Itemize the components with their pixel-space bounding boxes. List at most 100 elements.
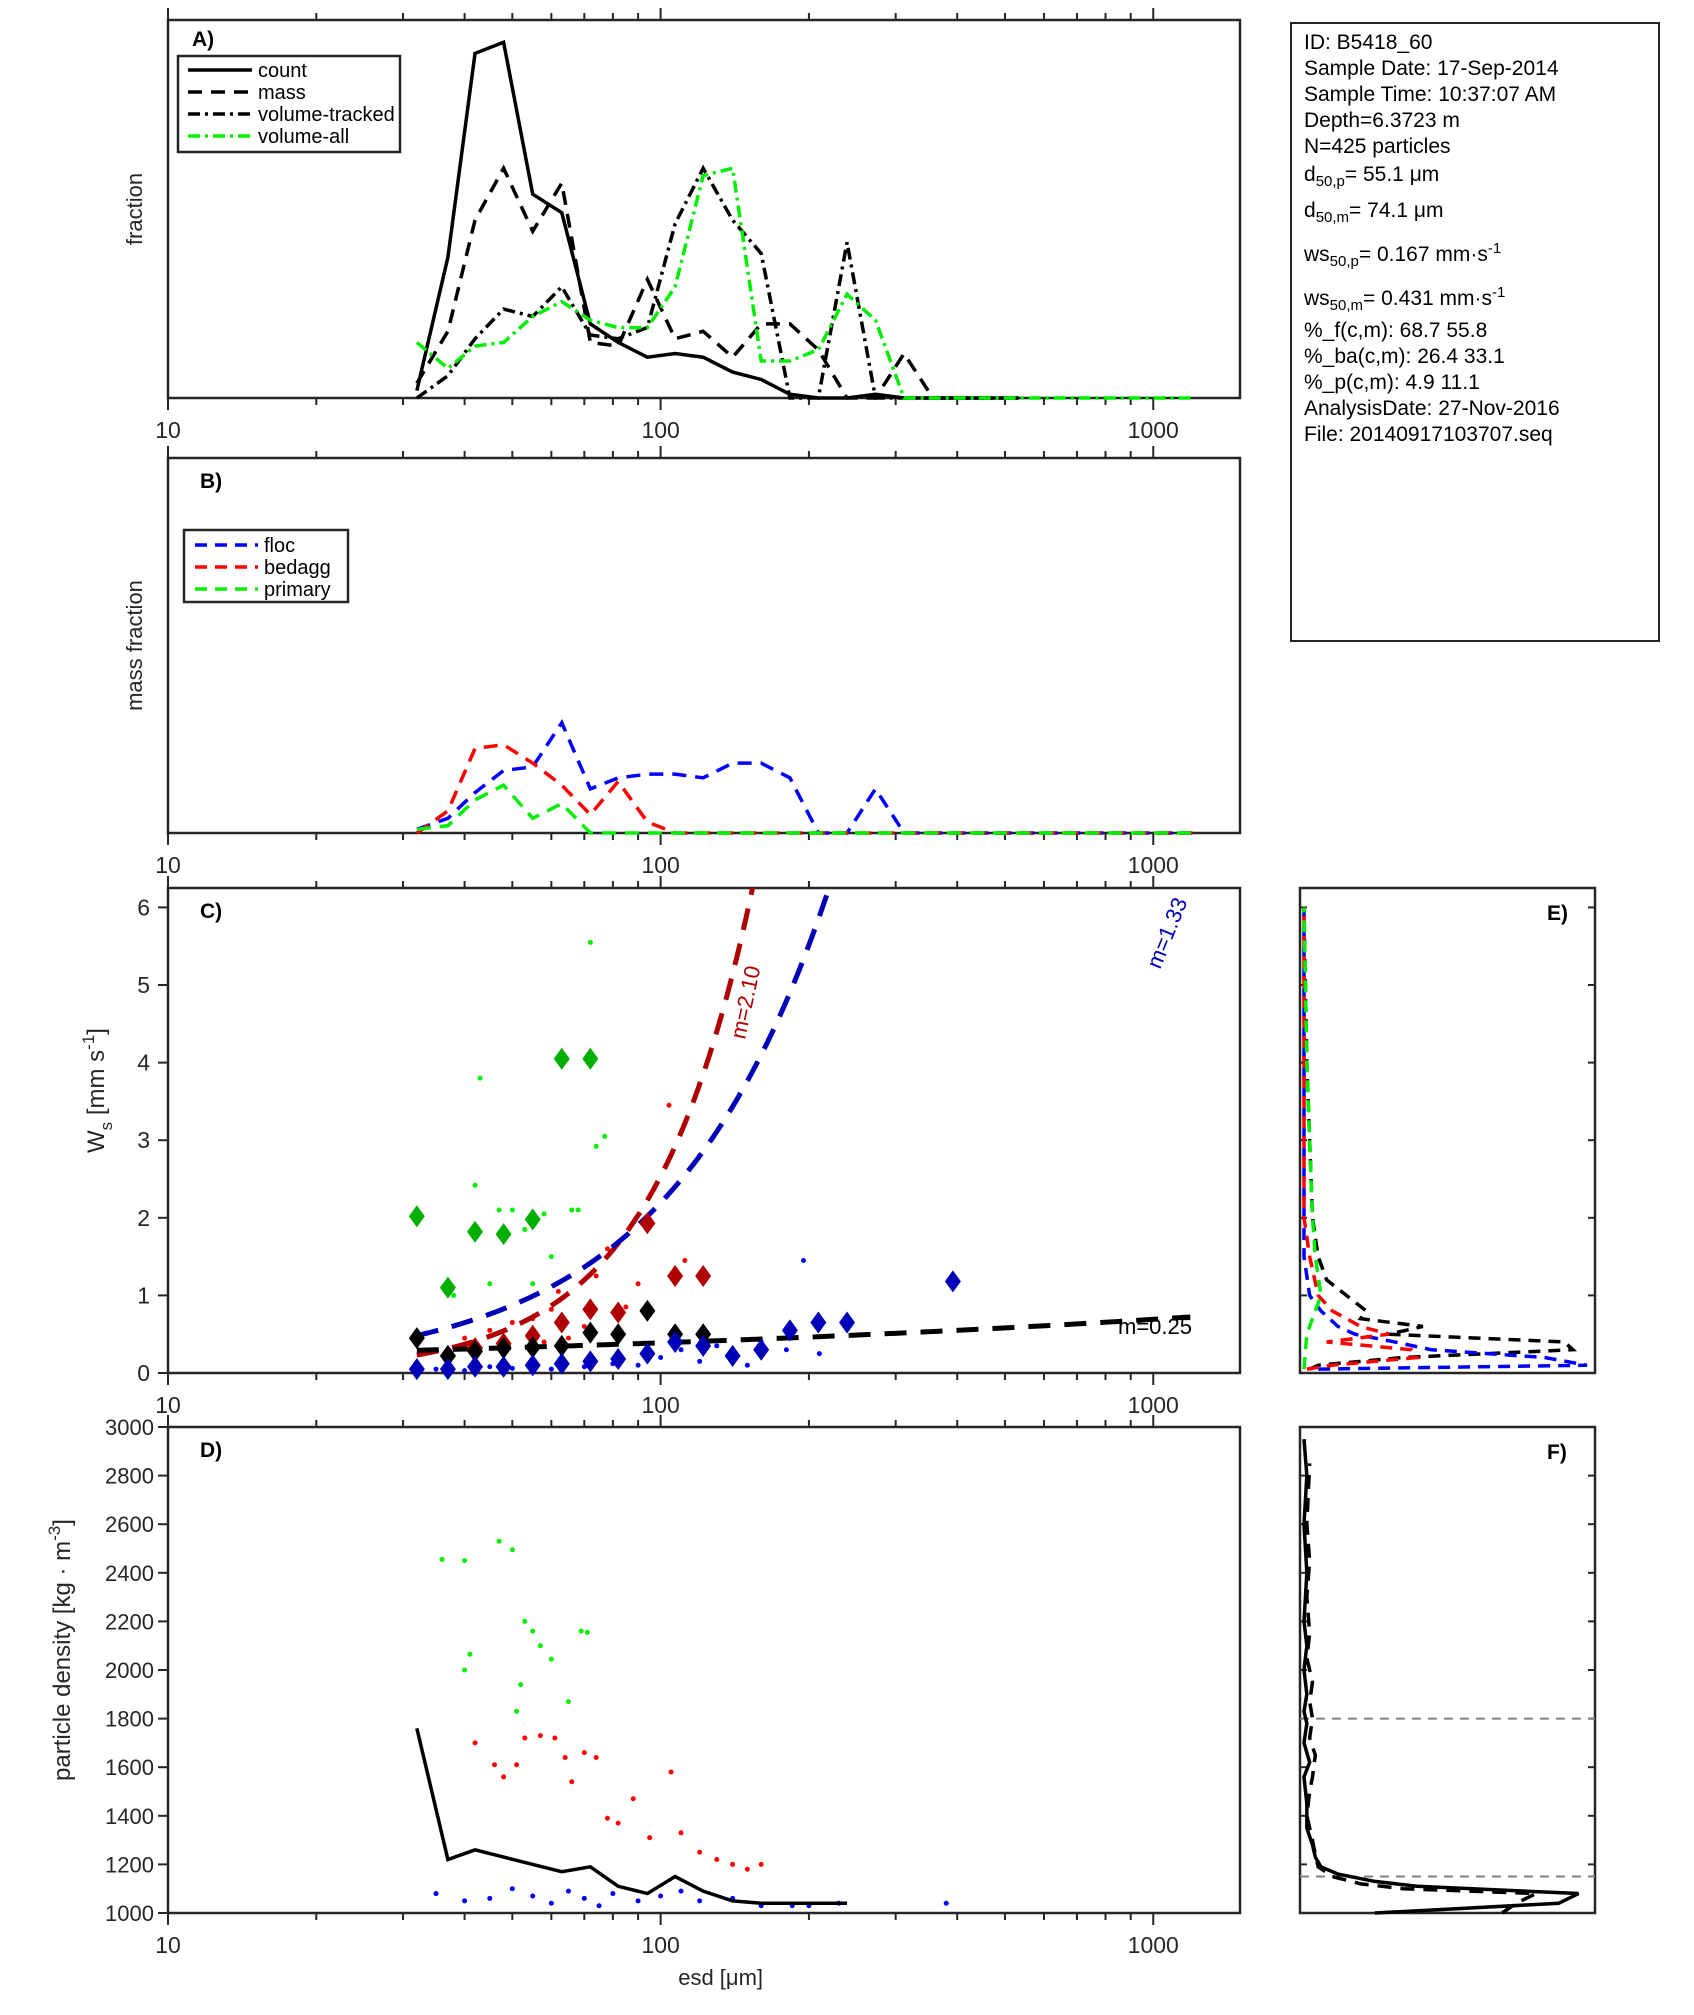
- scatter-point-floc: [635, 1898, 641, 1904]
- y-tick-label: 2600: [105, 1512, 154, 1537]
- mean-diamond-floc: [810, 1311, 827, 1334]
- scatter-point-primary: [522, 1226, 528, 1232]
- mean-diamond-primary: [467, 1220, 484, 1243]
- scatter-point-primary: [537, 1643, 543, 1649]
- profile-line-primary: [1302, 907, 1323, 1370]
- mean-diamond-all: [495, 1337, 512, 1360]
- scatter-point-floc: [596, 1903, 602, 1909]
- mean-diamond-floc: [639, 1342, 656, 1365]
- mean-diamond-all: [439, 1344, 456, 1367]
- scatter-point-bedagg: [635, 1281, 641, 1287]
- y-axis-label: particle density [kg · m-3]: [45, 1519, 76, 1781]
- scatter-point-bedagg: [522, 1735, 528, 1741]
- scatter-point-primary: [602, 1133, 608, 1139]
- fit-label-m-0-25: m=0.25: [1118, 1314, 1192, 1339]
- scatter-point-bedagg: [593, 1754, 599, 1760]
- x-tick-label: 100: [641, 852, 679, 878]
- mean-diamond-bedagg: [695, 1265, 712, 1287]
- scatter-point-floc: [462, 1898, 468, 1904]
- profile-line-bedagg: [1302, 907, 1421, 1371]
- scatter-point-bedagg: [462, 1335, 468, 1341]
- scatter-point-bedagg: [555, 1289, 561, 1295]
- scatter-point-primary: [477, 1075, 483, 1081]
- panel-label-e: E): [1547, 902, 1568, 925]
- scatter-point-primary: [487, 1281, 493, 1287]
- mean-diamond-primary: [439, 1276, 456, 1299]
- mean-diamond-bedagg: [524, 1324, 541, 1347]
- scatter-point-bedagg: [604, 1246, 610, 1252]
- info-ws50m: ws50,m= 0.431 mm·s-1: [1304, 284, 1646, 313]
- scatter-point-floc: [530, 1893, 536, 1899]
- scatter-point-bedagg: [581, 1750, 587, 1756]
- profile-line-all: [1302, 907, 1578, 1371]
- panel-label-b: B): [200, 470, 222, 493]
- scatter-point-bedagg: [537, 1733, 543, 1739]
- scatter-point-floc: [610, 1891, 616, 1897]
- y-axis-label: fraction: [122, 173, 147, 245]
- scatter-point-primary: [462, 1667, 468, 1673]
- mean-diamond-all: [695, 1323, 712, 1346]
- scatter-point-floc: [783, 1347, 789, 1353]
- scatter-point-primary: [522, 1618, 528, 1624]
- info-analysis-date: AnalysisDate: 27-Nov-2016: [1304, 397, 1560, 420]
- info-id: ID: B5418_60: [1304, 31, 1433, 54]
- scatter-point-primary: [496, 1207, 502, 1213]
- scatter-point-primary: [541, 1211, 547, 1217]
- scatter-point-primary: [548, 1254, 554, 1260]
- fit-curves: [416, 888, 1191, 1358]
- mean-diamond-bedagg: [582, 1298, 599, 1321]
- scatter-point-primary: [439, 1556, 445, 1562]
- x-tick-label: 10: [155, 1932, 181, 1958]
- scatter-point-primary: [472, 1182, 478, 1188]
- scatter-point-floc: [581, 1895, 587, 1901]
- y-tick-label: 2200: [105, 1609, 154, 1634]
- info-pct-primary: %_p(c,m): 4.9 11.1: [1304, 371, 1480, 394]
- profile-line-floc: [1302, 907, 1588, 1371]
- y-tick-label: 3000: [105, 1415, 154, 1440]
- scatter-point-primary: [509, 1547, 515, 1553]
- scatter-point-bedagg: [630, 1796, 636, 1802]
- scatter-point-floc: [697, 1898, 703, 1904]
- scatter-point-floc: [801, 1257, 807, 1263]
- mean-diamond-all: [582, 1321, 599, 1344]
- scatter-point-bedagg: [730, 1861, 736, 1867]
- scatter-point-bedagg: [623, 1304, 629, 1310]
- mean-diamond-floc: [610, 1348, 627, 1371]
- legend-box: [182, 528, 350, 604]
- scatter-point-floc: [433, 1891, 439, 1897]
- x-tick-label: 10: [155, 1392, 181, 1418]
- scatter-point-floc: [487, 1364, 493, 1370]
- scatter-point-primary: [496, 1538, 502, 1544]
- axes-frame: [166, 1425, 1242, 1915]
- mean-diamond-all: [553, 1334, 570, 1357]
- ws50m-sup: -1: [1492, 284, 1506, 301]
- y-tick-label: 5: [137, 972, 150, 998]
- series-line-volume-all: [415, 166, 1193, 400]
- panel-e-ws-distribution: E): [1298, 886, 1597, 1375]
- y-tick-label: 0: [137, 1360, 150, 1386]
- scatter-point-bedagg: [472, 1740, 478, 1746]
- mean-diamond-floc: [667, 1330, 684, 1353]
- y-tick-label: 1000: [105, 1901, 154, 1926]
- scatter-point-bedagg: [615, 1820, 621, 1826]
- mean-diamond-floc: [724, 1344, 741, 1367]
- scatter-point-floc: [635, 1362, 641, 1368]
- mean-diamond-bedagg: [667, 1265, 684, 1287]
- y-tick-label: 2800: [105, 1464, 154, 1489]
- mean-diamond-floc: [524, 1354, 541, 1377]
- scatter-point-primary: [575, 1207, 581, 1213]
- fit-label-m-1-33: m=1.33: [1141, 894, 1192, 972]
- scatter-point-primary: [548, 1656, 554, 1662]
- mean-diamond-primary: [408, 1205, 425, 1228]
- x-tick-label: 1000: [1128, 1392, 1179, 1418]
- legend-label-volume-all: volume-all: [258, 126, 349, 148]
- d50p-value: = 55.1 μm: [1344, 163, 1440, 186]
- scatter-point-bedagg: [668, 1769, 674, 1775]
- median-density-line: [415, 1727, 848, 1906]
- mean-diamond-primary: [524, 1208, 541, 1231]
- mean-diamond-floc: [781, 1319, 798, 1342]
- panel-f-density-distribution: F): [1298, 1425, 1597, 1915]
- ws50p-sup: -1: [1487, 240, 1502, 257]
